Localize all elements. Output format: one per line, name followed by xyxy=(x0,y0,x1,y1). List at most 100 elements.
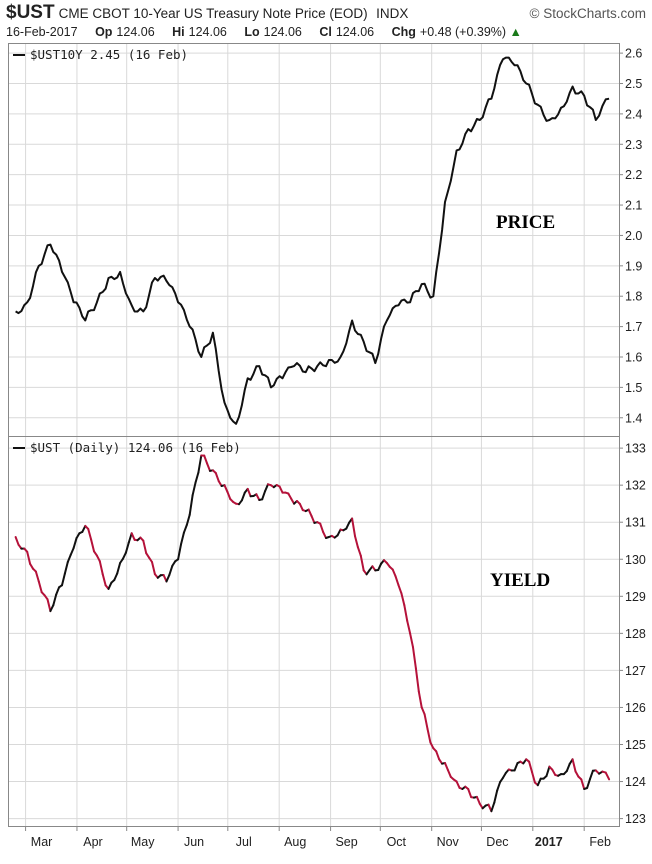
yield-line-segment xyxy=(87,527,93,541)
price-y-tick-label: 1.4 xyxy=(625,411,642,425)
yield-line-segment xyxy=(37,580,43,594)
low-value: 124.06 xyxy=(263,25,302,39)
price-y-tick-label: 2.4 xyxy=(625,107,642,121)
yield-y-tick-label: 124 xyxy=(625,775,646,789)
yield-line-segment xyxy=(351,517,356,538)
yield-y-tick-label: 125 xyxy=(625,738,646,752)
yield-line-segment xyxy=(322,530,327,539)
exchange-label: INDX xyxy=(376,6,409,21)
x-tick-label: Aug xyxy=(284,835,306,849)
yield-line-segment xyxy=(182,524,188,534)
chart-header: $UST CME CBOT 10-Year US Treasury Note Pr… xyxy=(6,2,646,24)
x-tick-label: Jul xyxy=(236,835,252,849)
yield-line-segment xyxy=(261,490,267,501)
yield-legend: $UST (Daily) 124.06 (16 Feb) xyxy=(30,440,241,455)
change-label: Chg xyxy=(391,25,416,39)
yield-y-tick-label: 127 xyxy=(625,664,646,678)
yield-line-segment xyxy=(185,513,191,526)
yield-line-segment xyxy=(493,789,499,804)
high-value: 124.06 xyxy=(188,25,227,39)
yield-line-segment xyxy=(429,741,435,750)
yield-line-segment xyxy=(406,619,412,635)
yield-line-segment xyxy=(409,632,414,649)
yield-line-segment xyxy=(496,781,502,792)
yield-y-tick-label: 128 xyxy=(625,627,646,641)
x-tick-label: Apr xyxy=(83,835,102,849)
yield-line-segment xyxy=(565,762,571,773)
price-annotation: PRICE xyxy=(496,212,555,233)
yield-line-segment xyxy=(206,462,211,472)
yield-line-segment xyxy=(455,780,461,789)
yield-line-segment xyxy=(180,531,185,546)
yield-line-segment xyxy=(298,502,304,512)
yield-line-segment xyxy=(423,713,429,730)
yield-line-segment xyxy=(467,788,473,799)
yield-line-segment xyxy=(61,572,66,587)
yield-line-segment xyxy=(444,762,449,771)
x-tick-label: Oct xyxy=(387,835,407,849)
high-label: Hi xyxy=(172,25,185,39)
yield-line-segment xyxy=(414,667,420,693)
yield-line-segment xyxy=(336,528,342,537)
vertical-gridlines xyxy=(25,44,585,826)
yield-line-segment xyxy=(55,586,61,596)
yield-line-segment xyxy=(278,485,284,494)
yield-annotation: YIELD xyxy=(490,570,550,591)
yield-line-segment xyxy=(604,771,611,781)
ticker-symbol: $UST xyxy=(6,2,55,23)
yield-line-segment xyxy=(52,593,58,607)
price-y-tick-label: 2.2 xyxy=(625,168,642,182)
yield-line-segment xyxy=(98,560,104,576)
yield-line-segment xyxy=(571,758,577,773)
yield-line-segment xyxy=(240,491,246,502)
price-y-tick-label: 2.6 xyxy=(625,47,642,61)
price-series xyxy=(15,56,610,425)
price-y-tick-label: 2.5 xyxy=(625,77,642,91)
price-legend: $UST10Y 2.45 (16 Feb) xyxy=(30,47,188,62)
yield-line-segment xyxy=(223,484,229,493)
price-y-tick-label: 1.9 xyxy=(625,259,642,273)
x-tick-label: Feb xyxy=(589,835,611,849)
yield-line-segment xyxy=(394,575,400,587)
yield-line-segment xyxy=(310,514,316,524)
yield-panel-grid xyxy=(9,447,619,820)
yield-line-segment xyxy=(354,535,359,549)
close-value: 124.06 xyxy=(335,25,375,39)
yield-line-segment xyxy=(513,762,519,772)
yield-line-segment xyxy=(34,570,40,583)
open-value: 124.06 xyxy=(116,25,155,39)
yield-line-segment xyxy=(191,481,197,497)
yield-line-segment xyxy=(127,532,133,544)
yield-line-segment xyxy=(116,562,122,575)
yield-line-segment xyxy=(26,550,32,565)
yield-series xyxy=(14,454,611,813)
x-tick-label: Nov xyxy=(437,835,460,849)
yield-line-segment xyxy=(46,598,52,613)
price-y-tick-label: 1.8 xyxy=(625,290,642,304)
price-panel-frame xyxy=(8,43,620,437)
open-label: Op xyxy=(95,25,113,39)
yield-line-segment xyxy=(63,561,69,575)
yield-line-segment xyxy=(14,536,20,546)
yield-line-segment xyxy=(130,532,136,541)
yield-y-axis: 133 132 131 130 129 128 127 126 125 124 123 xyxy=(619,442,646,826)
yield-line-segment xyxy=(95,554,101,563)
source-credit: © StockCharts.com xyxy=(529,6,646,21)
yield-panel-frame xyxy=(8,436,620,827)
yield-y-tick-label: 132 xyxy=(625,479,646,493)
yield-line-segment xyxy=(446,769,452,778)
x-tick-label: Jun xyxy=(184,835,204,849)
yield-line-segment xyxy=(412,646,417,670)
yield-line-segment xyxy=(391,568,397,578)
x-tick-label: Dec xyxy=(486,835,508,849)
yield-line-segment xyxy=(255,493,261,501)
yield-line-segment xyxy=(81,524,87,533)
yield-line-segment xyxy=(264,483,269,493)
yield-line-segment xyxy=(589,769,594,781)
x-tick-label: Sep xyxy=(335,835,357,849)
yield-line-segment xyxy=(475,795,481,805)
yield-line-segment xyxy=(151,561,156,576)
low-label: Lo xyxy=(244,25,260,39)
yield-line-segment xyxy=(580,778,586,790)
